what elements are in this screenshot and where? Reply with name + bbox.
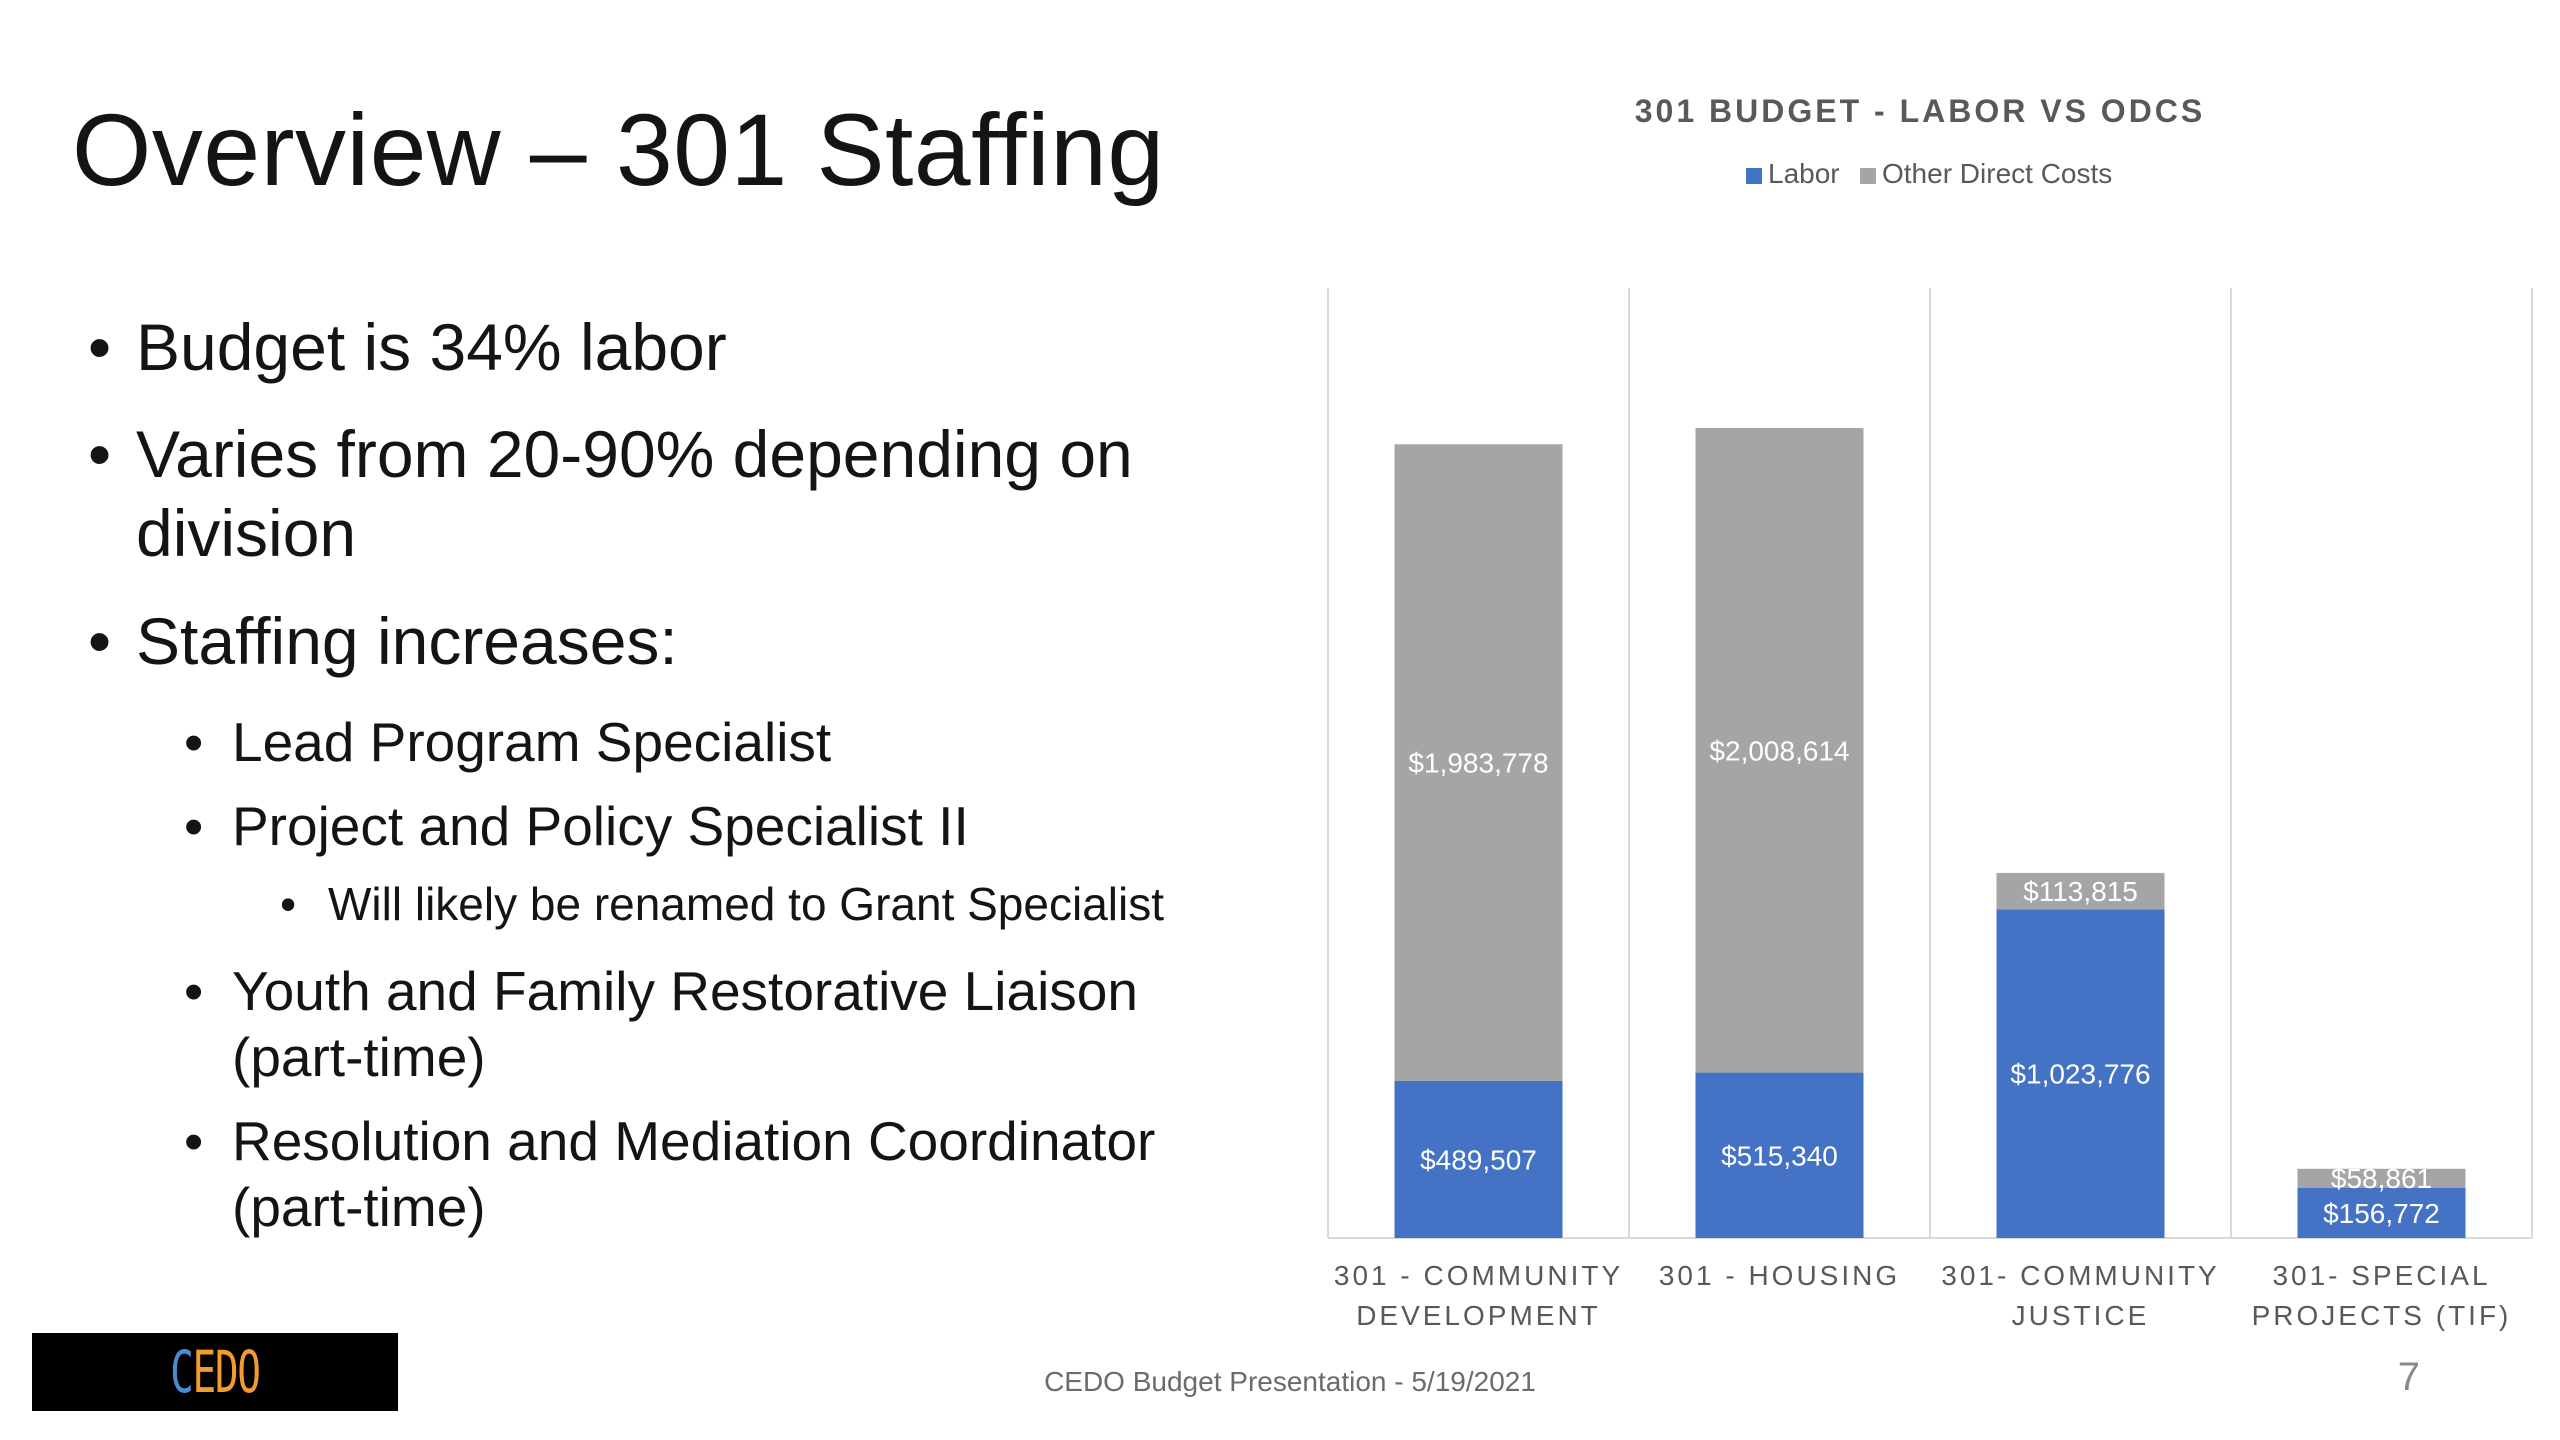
bullet-item: • Youth and Family Restorative Liaison (p… [88,958,1268,1090]
bar-odc [1996,872,2165,910]
bullet-dot-icon: • [280,877,297,930]
data-label: $1,023,776 [2010,1059,2150,1090]
bullet-dot-icon: • [184,1109,204,1172]
legend-swatch [1746,168,1762,184]
category-label: 301- SPECIAL [2272,1260,2490,1291]
category-label: DEVELOPMENT [1356,1300,1601,1331]
bullet-dot-icon: • [184,959,204,1022]
bullet-text: Budget is 34% labor [136,310,727,384]
logo-wordmark: CEDO [170,1343,261,1401]
bullet-text: Project and Policy Specialist II [232,794,969,857]
data-label: $515,340 [1721,1140,1838,1171]
data-label: $2,008,614 [1709,735,1849,766]
legend-swatch [1860,168,1876,184]
bullet-dot-icon: • [88,603,112,678]
bar-odc [1394,444,1563,1081]
data-label: $1,983,778 [1408,748,1548,779]
bullet-dot-icon: • [184,710,204,773]
bullet-item: • Will likely be renamed to Grant Special… [88,877,1268,932]
bullet-dot-icon: • [88,310,112,384]
data-label: $156,772 [2323,1198,2440,1229]
legend-label: Labor [1768,158,1840,189]
bar-labor [1394,1080,1563,1238]
bullet-text: Varies from 20-90% depending on division [136,417,1133,571]
bullet-item: • Varies from 20-90% depending on divisio… [88,415,1268,573]
bar-odc [1695,427,1864,1073]
data-label: $113,815 [2023,876,2138,907]
bullet-item: • Budget is 34% labor [88,308,1268,387]
logo-letter: D [215,1338,239,1406]
bullet-text: Staffing increases: [136,603,678,678]
bullet-item: • Resolution and Mediation Coordinator (p… [88,1108,1268,1240]
category-label: PROJECTS (TIF) [2252,1300,2512,1331]
logo-letter: E [192,1338,217,1406]
bullet-text: Youth and Family Restorative Liaison (pa… [232,959,1138,1088]
category-label: 301- COMMUNITY [1941,1260,2219,1291]
bar-odc [2297,1168,2466,1188]
data-label: $489,507 [1420,1144,1537,1175]
cedo-logo: CEDO [32,1333,398,1411]
slide-title: Overview – 301 Staffing [72,93,1165,207]
bullet-text: Will likely be renamed to Grant Speciali… [328,877,1164,930]
category-label: 301 - HOUSING [1659,1260,1900,1291]
logo-letter: O [237,1338,261,1406]
data-label: $58,861 [2331,1163,2432,1194]
bullet-item: • Project and Policy Specialist II [88,793,1268,859]
budget-chart: 301 BUDGET - LABOR VS ODCS Labor Other Dir… [1327,93,2533,1331]
bullet-dot-icon: • [88,417,112,492]
logo-letter: C [170,1338,194,1406]
bar-labor [2297,1187,2466,1238]
bar-labor [1695,1072,1864,1238]
chart-container: 301 BUDGET - LABOR VS ODCS Labor Other Dir… [1300,80,2540,1360]
category-label: JUSTICE [2012,1300,2150,1331]
legend-label: Other Direct Costs [1882,158,2112,189]
category-label: 301 - COMMUNITY [1334,1260,1623,1291]
bullet-list: • Budget is 34% labor • Varies from 20-90% … [88,308,1268,1258]
footer-text: CEDO Budget Presentation - 5/19/2021 [1044,1366,1536,1397]
bullet-dot-icon: • [184,794,204,857]
bullet-text: Resolution and Mediation Coordinator (pa… [232,1109,1156,1238]
page-number: 7 [2397,1355,2420,1399]
bullet-item: • Lead Program Specialist [88,709,1268,775]
bar-labor [1996,909,2165,1238]
bullet-item: • Staffing increases: [88,602,1268,681]
chart-title: 301 BUDGET - LABOR VS ODCS [1635,93,2206,129]
bullet-text: Lead Program Specialist [232,710,832,773]
